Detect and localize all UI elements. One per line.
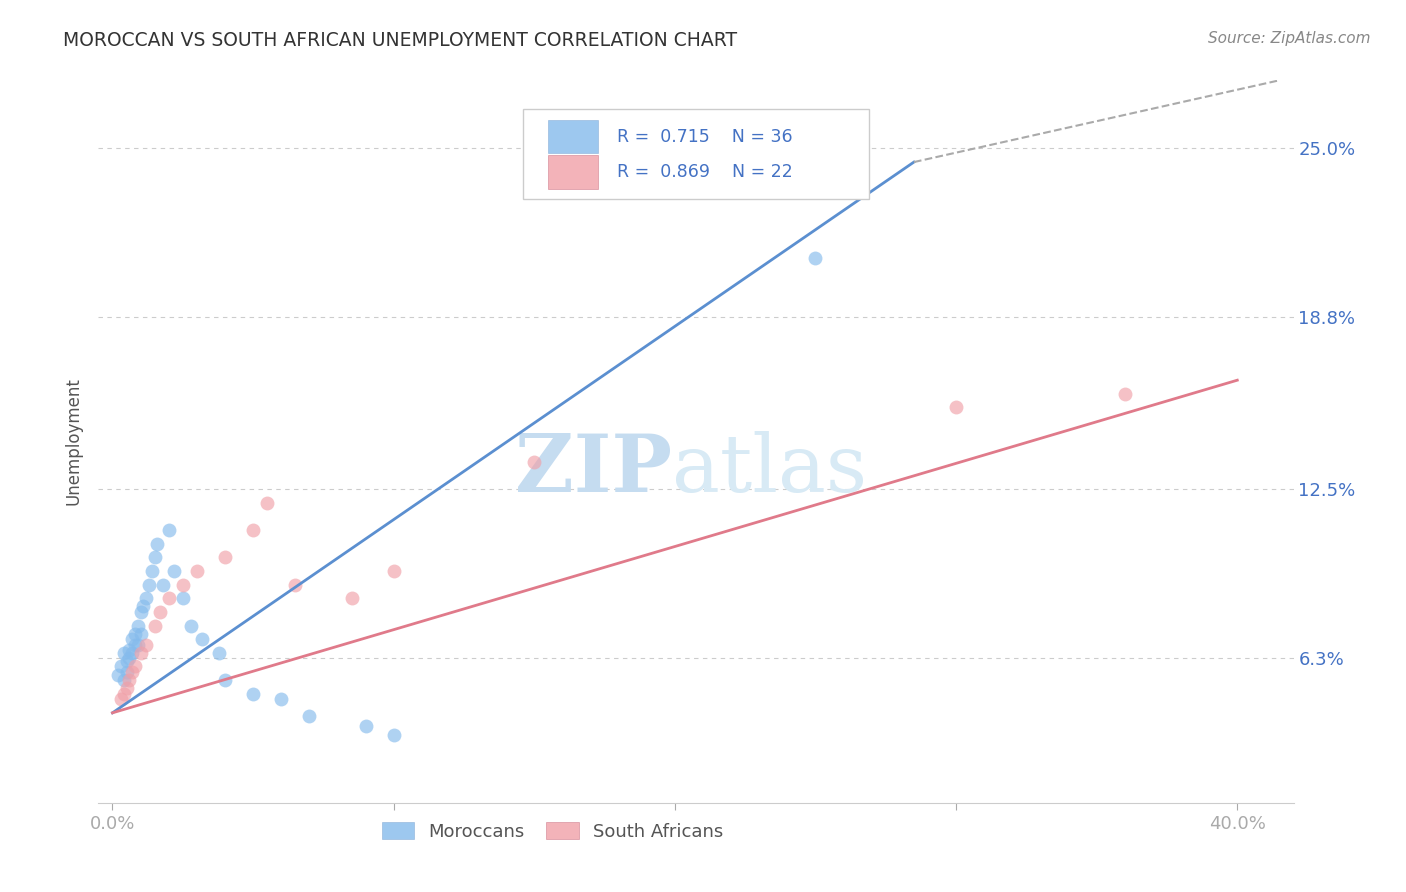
Point [270, 692, 292, 706]
Point [118, 651, 141, 665]
Point [284, 577, 307, 591]
FancyBboxPatch shape [548, 155, 598, 189]
Point [208, 646, 231, 660]
Point [382, 564, 405, 578]
Point [172, 591, 194, 606]
Text: R =  0.869    N = 22: R = 0.869 N = 22 [617, 163, 793, 181]
Point [121, 646, 143, 660]
Point [110, 659, 132, 673]
Point [124, 659, 146, 673]
Point [129, 605, 152, 619]
Point [163, 564, 186, 578]
Point [214, 673, 236, 687]
Point [121, 632, 143, 647]
Point [129, 626, 152, 640]
Text: MOROCCAN VS SOUTH AFRICAN UNEMPLOYMENT CORRELATION CHART: MOROCCAN VS SOUTH AFRICAN UNEMPLOYMENT C… [63, 31, 737, 50]
Point [135, 591, 157, 606]
Point [127, 618, 149, 632]
Point [191, 632, 214, 647]
Point [146, 537, 169, 551]
Point [107, 667, 129, 681]
FancyBboxPatch shape [548, 120, 598, 153]
Text: R =  0.715    N = 36: R = 0.715 N = 36 [617, 128, 793, 145]
Point [180, 618, 202, 632]
Point [172, 577, 194, 591]
Point [186, 564, 208, 578]
Point [523, 455, 546, 469]
Point [143, 618, 166, 632]
Point [354, 719, 377, 733]
Point [214, 550, 236, 565]
Y-axis label: Unemployment: Unemployment [65, 377, 83, 506]
Point [112, 687, 135, 701]
Point [129, 646, 152, 660]
Point [340, 591, 363, 606]
Point [157, 591, 180, 606]
Point [112, 673, 135, 687]
Point [115, 665, 138, 679]
Point [121, 665, 143, 679]
Point [110, 692, 132, 706]
Point [143, 550, 166, 565]
Text: Source: ZipAtlas.com: Source: ZipAtlas.com [1208, 31, 1371, 46]
Point [152, 577, 174, 591]
Point [804, 251, 827, 265]
FancyBboxPatch shape [523, 109, 869, 200]
Point [124, 626, 146, 640]
Point [149, 605, 172, 619]
Point [298, 708, 321, 723]
Point [382, 728, 405, 742]
Point [115, 654, 138, 668]
Point [242, 687, 264, 701]
Point [141, 564, 163, 578]
Point [132, 599, 155, 614]
Point [256, 496, 278, 510]
Point [118, 673, 141, 687]
Text: atlas: atlas [672, 432, 868, 509]
Point [112, 646, 135, 660]
Point [138, 577, 160, 591]
Point [242, 523, 264, 537]
Legend: Moroccans, South Africans: Moroccans, South Africans [374, 815, 731, 848]
Point [118, 643, 141, 657]
Text: ZIP: ZIP [515, 432, 672, 509]
Point [945, 401, 967, 415]
Point [115, 681, 138, 696]
Point [135, 638, 157, 652]
Point [124, 638, 146, 652]
Point [157, 523, 180, 537]
Point [1114, 387, 1136, 401]
Point [127, 638, 149, 652]
